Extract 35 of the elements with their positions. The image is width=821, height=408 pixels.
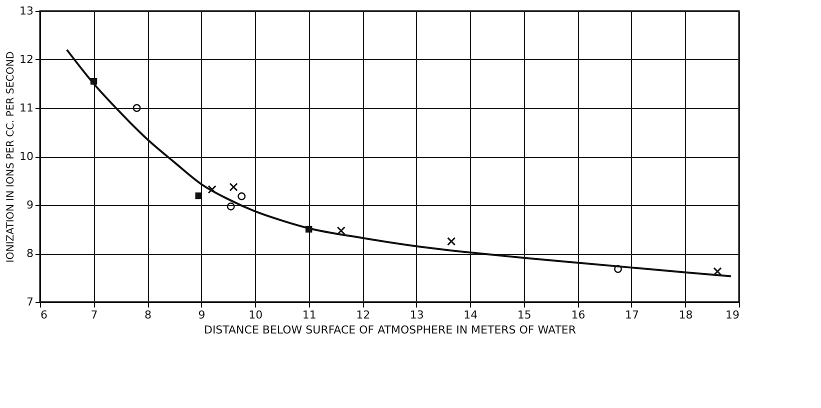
y-tick-label: 9 — [26, 198, 34, 212]
y-axis-title: IONIZATION IN IONS PER CC. PER SECOND — [6, 51, 17, 263]
x-tick-label: 18 — [678, 308, 693, 322]
point — [238, 192, 246, 200]
point — [447, 237, 456, 246]
x-tick-label: 16 — [571, 308, 586, 322]
x-tick-label: 6 — [40, 308, 48, 322]
x-tick-label: 8 — [144, 308, 152, 322]
y-tick-label: 13 — [20, 4, 34, 18]
x-tick-label: 13 — [410, 308, 424, 322]
point — [229, 182, 238, 192]
point — [195, 192, 202, 200]
x-tick-label: 9 — [198, 308, 206, 322]
x-tick-label: 17 — [624, 308, 639, 322]
x-tick-label: 7 — [90, 308, 98, 322]
point — [336, 226, 346, 235]
y-tick-label: 10 — [20, 150, 34, 163]
x-axis-title: DISTANCE BELOW SURFACE OF ATMOSPHERE IN METERS OF WATER — [204, 324, 576, 336]
point — [132, 104, 141, 112]
x-tick-label: 19 — [726, 308, 740, 322]
point — [226, 202, 235, 210]
y-tick-label: 12 — [20, 53, 34, 66]
y-tick-label: 8 — [26, 247, 34, 260]
point — [614, 265, 622, 274]
x-tick-label: 10 — [248, 308, 263, 322]
x-tick-label: 14 — [464, 308, 478, 322]
x-tick-label: 15 — [517, 308, 532, 322]
y-tick-label: 7 — [26, 296, 34, 308]
point — [90, 78, 98, 85]
line-series — [66, 48, 732, 278]
point — [305, 226, 312, 233]
x-tick-label: 11 — [302, 308, 316, 322]
y-tick-label: 11 — [20, 102, 34, 114]
point — [208, 185, 216, 194]
x-tick-label: 12 — [356, 308, 370, 322]
